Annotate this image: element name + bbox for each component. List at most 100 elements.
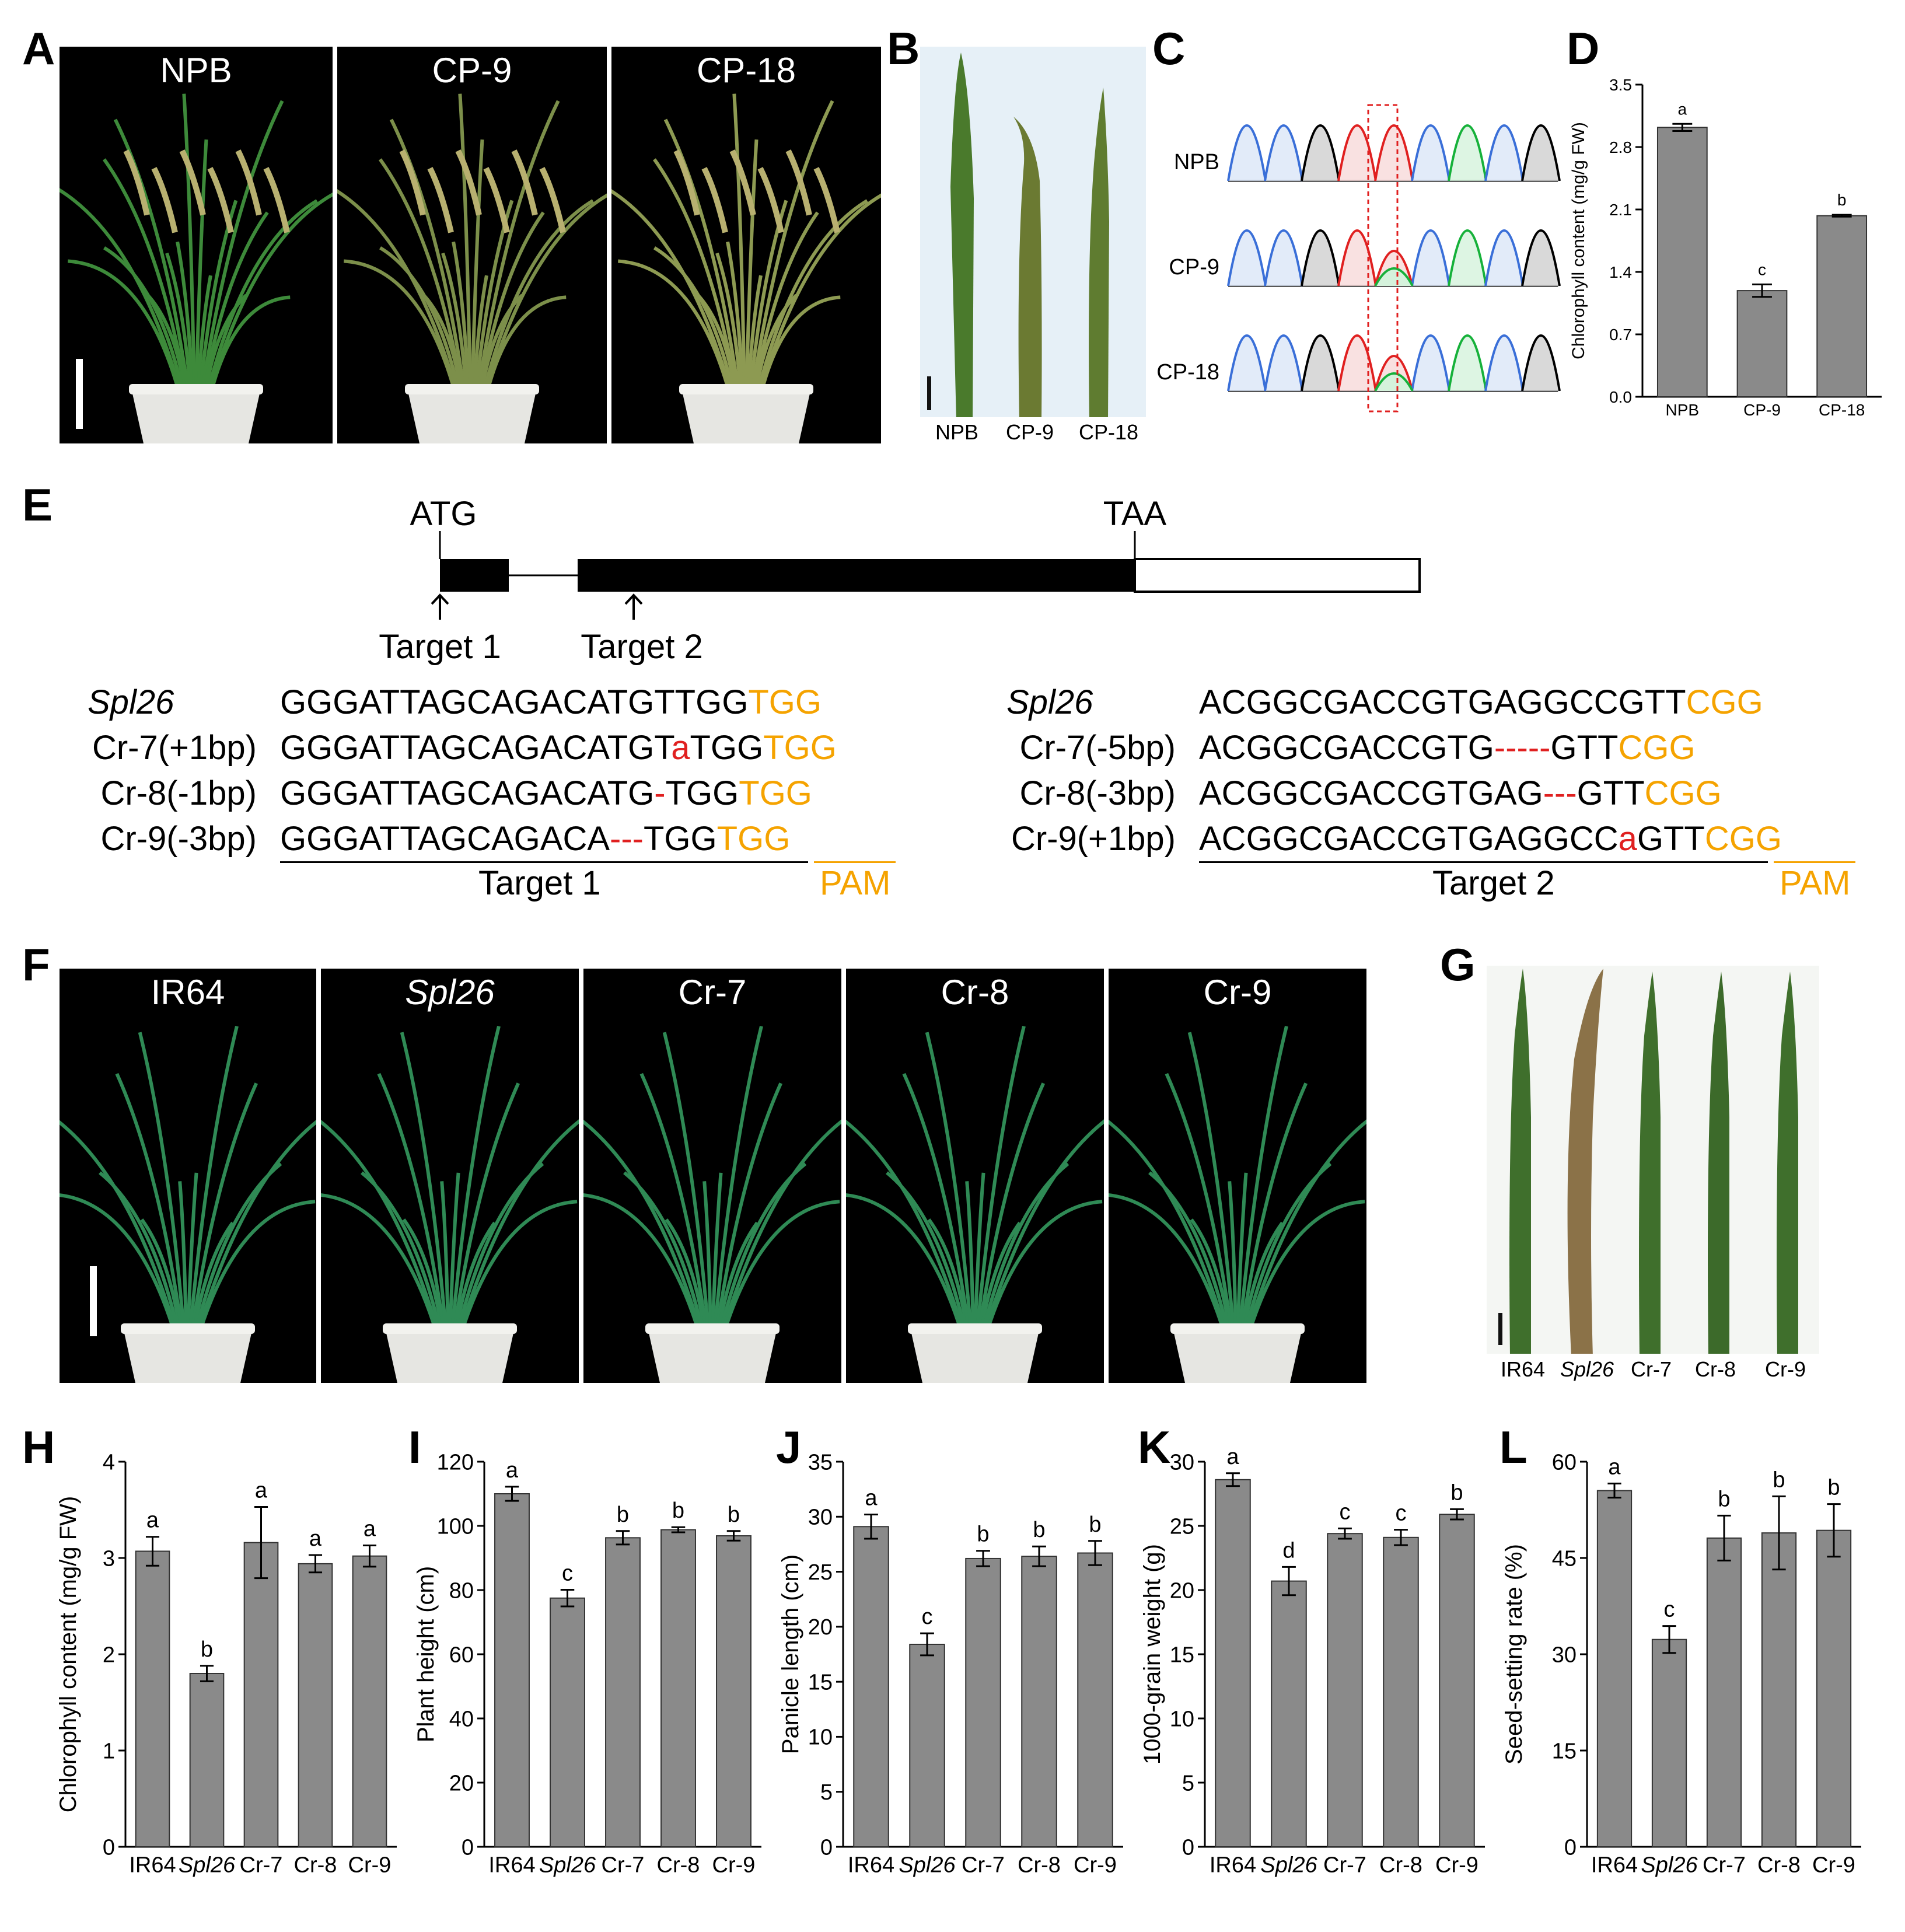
- bar: [1761, 1532, 1797, 1848]
- bar: [1651, 1638, 1687, 1847]
- y-axis-label: Panicle length (cm): [778, 1554, 803, 1754]
- sequence-pam: CGG: [1704, 820, 1782, 858]
- bar: [1021, 1556, 1057, 1848]
- sequence-block-target-2: Spl26 ACGGCGACCGTGAGGCCGTTCGG Cr-7(-5bp) AC…: [1001, 683, 1899, 916]
- leaf-spl26: [1567, 969, 1603, 1357]
- bar: [909, 1644, 945, 1847]
- leaf-cr9: [1777, 972, 1798, 1357]
- sequence-wt-part: ACGGCGACCGTG: [1199, 729, 1494, 767]
- panel-letter-c: C: [1152, 23, 1186, 74]
- y-axis-label: Chlorophyll content (mg/g FW): [1569, 122, 1588, 359]
- chromatogram-peak: [1521, 229, 1561, 287]
- bar: [1736, 290, 1788, 397]
- x-tick-label: IR64: [1591, 1853, 1638, 1878]
- significance-letter: c: [562, 1561, 573, 1585]
- plant-illustration: [611, 93, 881, 443]
- y-axis-label: Plant height (cm): [413, 1566, 439, 1742]
- bar: [853, 1526, 889, 1847]
- plant-illustration: [337, 93, 607, 443]
- sequence-wt-part: ACGGCGACCGTGAG: [1199, 774, 1543, 812]
- y-axis-label: Seed-setting rate (%): [1501, 1544, 1527, 1765]
- sequence-mutation: -----: [1494, 729, 1551, 767]
- x-tick-label: Cr-9: [712, 1853, 756, 1878]
- x-tick-label: Cr-7: [1323, 1853, 1366, 1878]
- x-tick-label: IR64: [848, 1853, 894, 1878]
- x-tick-label: IR64: [1210, 1853, 1256, 1878]
- chart-h: 0 1 2 3 4 Chlorophyll content (mg/g FW) a IR64 b…: [58, 1450, 397, 1878]
- bar: [1816, 1529, 1852, 1847]
- sequence-mutation: a: [671, 729, 690, 767]
- significance-letter: a: [363, 1517, 376, 1542]
- genotype-name: Cr-8(-3bp): [1019, 774, 1176, 812]
- photo-cr-7: Cr-7: [583, 969, 841, 1383]
- y-tick-label: 30: [1552, 1643, 1577, 1667]
- y-tick-label: 2.1: [1609, 201, 1632, 219]
- y-tick-label: 10: [808, 1725, 833, 1750]
- genotype-name: Cr-8(-1bp): [100, 774, 257, 812]
- y-tick-label: 4: [103, 1450, 115, 1475]
- photo-label: Cr-8: [941, 973, 1009, 1012]
- chromatogram-peak: [1448, 124, 1487, 181]
- y-tick-label: 0: [462, 1835, 474, 1860]
- bar: [298, 1563, 333, 1847]
- y-tick-label: 20: [1170, 1578, 1194, 1603]
- pam-underline: [814, 861, 896, 863]
- chromatogram-peak: [1411, 334, 1450, 392]
- significance-letter: b: [1450, 1480, 1463, 1505]
- significance-letter: a: [255, 1479, 268, 1503]
- chromatogram-peak: [1521, 124, 1561, 181]
- x-tick-label: Cr-7: [1703, 1853, 1746, 1878]
- chromatogram-peak: [1448, 334, 1487, 392]
- sequence-pam: CGG: [1686, 683, 1763, 721]
- sequence-block-target-1: Spl26 GGGATTAGCAGACATGTTGGTGG Cr-7(+1bp) GG…: [82, 683, 980, 916]
- panel-letter-h: H: [22, 1421, 55, 1473]
- chromatogram-peak: [1227, 334, 1267, 392]
- significance-letter: b: [201, 1637, 213, 1662]
- exon-1: [440, 559, 509, 592]
- leaf-npb: [950, 53, 974, 420]
- sequence-post: GTT: [1637, 820, 1705, 858]
- sequence-mutation: a: [1618, 820, 1637, 858]
- x-tick-label: Cr-8: [1379, 1853, 1422, 1878]
- exon-2: [578, 559, 1135, 592]
- sequence: ACGGCGACCGTGAGGCCGTTCGG: [1199, 683, 1763, 722]
- panel-letter-k: K: [1138, 1421, 1171, 1473]
- y-tick-label: 5: [1182, 1771, 1194, 1795]
- chromatogram-peak: [1411, 229, 1450, 287]
- plant-illustration: [1109, 1025, 1366, 1383]
- significance-letter: a: [1608, 1455, 1621, 1479]
- gene-start-label: ATG: [410, 496, 477, 533]
- significance-letter: a: [146, 1508, 159, 1533]
- sequence-mutation: -: [654, 774, 666, 812]
- x-tick-label: Cr-8: [1757, 1853, 1801, 1878]
- sequence-wt-part: GGGATTAGCAGACATGTTGG: [280, 683, 749, 721]
- y-tick-label: 15: [1552, 1739, 1577, 1763]
- y-tick-label: 3.5: [1609, 76, 1632, 94]
- x-tick-label: Spl26: [539, 1853, 596, 1878]
- bar: [1077, 1552, 1113, 1847]
- y-tick-label: 80: [449, 1578, 474, 1603]
- bar: [1816, 215, 1868, 397]
- plant-illustration: [846, 1025, 1104, 1383]
- photo-label: NPB: [160, 51, 232, 90]
- panel-g-leaves: [1498, 969, 1798, 1357]
- bar: [1656, 127, 1708, 397]
- significance-letter: b: [728, 1503, 740, 1527]
- significance-letter: c: [922, 1605, 933, 1629]
- scale-bar: [90, 1266, 97, 1336]
- target-underline: [280, 861, 808, 863]
- scale-bar: [1498, 1313, 1502, 1345]
- sequence: ACGGCGACCGTG-----GTTCGG: [1199, 728, 1696, 767]
- chromatogram-label: CP-18: [1156, 360, 1219, 385]
- sequence-pam: TGG: [716, 820, 791, 858]
- bar: [1383, 1536, 1419, 1848]
- x-tick-label: Cr-7: [240, 1853, 283, 1878]
- bar: [189, 1673, 225, 1847]
- gene-stop-label: TAA: [1103, 496, 1167, 533]
- sequence-pam: TGG: [763, 729, 837, 767]
- photo-ir64: IR64: [60, 969, 316, 1383]
- sequence: ACGGCGACCGTGAG---GTTCGG: [1199, 774, 1722, 813]
- chromatogram-peak: [1337, 334, 1377, 392]
- panel-letter-b: B: [887, 23, 920, 74]
- significance-letter: a: [309, 1526, 322, 1551]
